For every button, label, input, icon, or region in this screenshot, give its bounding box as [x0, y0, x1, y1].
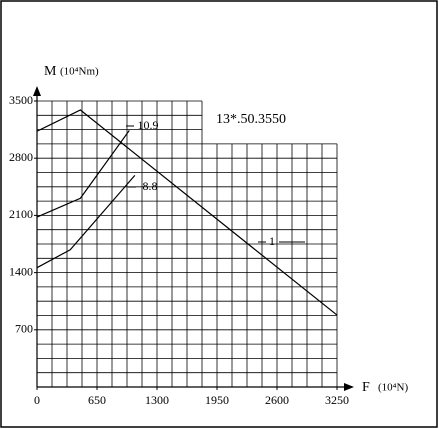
y-axis-unit: (10⁴Nm): [60, 66, 99, 78]
x-tick-label: 1300: [145, 393, 169, 407]
y-tick-label: 3500: [9, 93, 33, 107]
x-tick-label: 0: [34, 393, 40, 407]
annotation: 13*.50.3550: [216, 112, 286, 127]
y-tick-label: 1400: [9, 264, 33, 278]
x-tick-label: 3250: [325, 393, 349, 407]
y-tick-label: 700: [15, 322, 33, 336]
line: [36, 130, 130, 218]
y-tick-label: 2100: [9, 207, 33, 221]
x-tick-label: 1950: [205, 393, 229, 407]
grid: [37, 100, 338, 387]
x-axis-label: F: [362, 380, 370, 395]
x-axis-unit: (10⁴N): [378, 382, 408, 394]
x-arrow: [344, 383, 354, 391]
x-tick-label: 650: [88, 393, 106, 407]
series-label: 1: [269, 234, 275, 248]
y-tick-label: 2800: [9, 150, 33, 164]
y-axis-label: M: [44, 64, 57, 79]
line: [36, 174, 136, 269]
x-tick-label: 2600: [265, 393, 289, 407]
line: [36, 109, 338, 316]
series-label: 10.9: [138, 118, 159, 132]
y-arrow: [33, 86, 41, 96]
series-label: 8.8: [143, 179, 158, 193]
